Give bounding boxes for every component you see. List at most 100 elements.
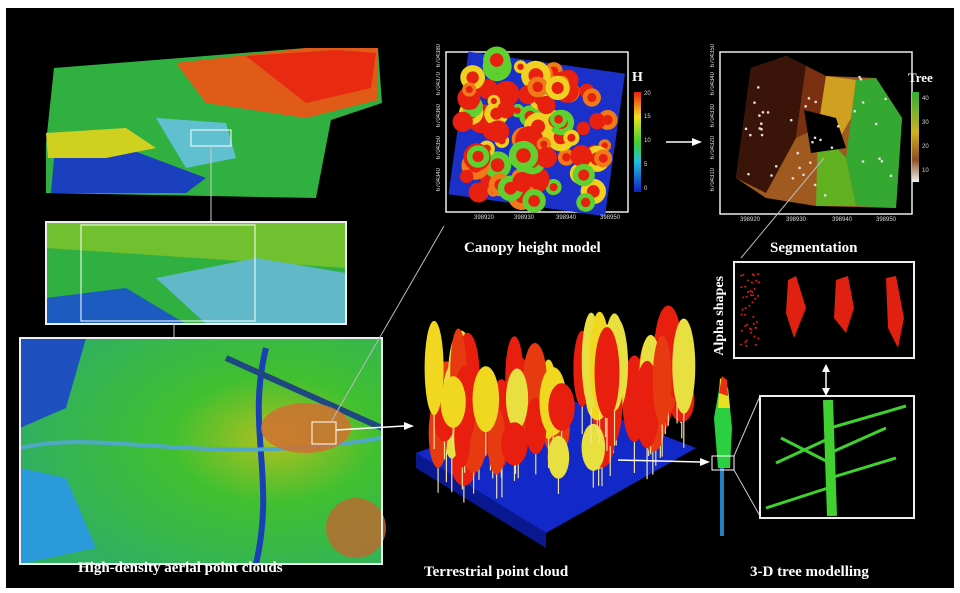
alpha-point	[740, 313, 743, 316]
seg-y-tick: 6704330	[710, 104, 716, 128]
alpha-point	[755, 279, 758, 282]
alpha-point	[749, 290, 752, 293]
chm-crown-core	[482, 84, 493, 95]
seg-tree-top	[859, 77, 863, 81]
seg-tree-top	[884, 97, 887, 101]
tree-crown	[547, 435, 570, 479]
seg-tree-top	[861, 101, 865, 104]
alpha-point	[740, 286, 743, 289]
seg-tree-top	[760, 133, 764, 137]
seg-legend-title: Tree	[908, 70, 933, 85]
chm-crown-core	[549, 183, 558, 192]
alpha-point	[757, 294, 760, 297]
caption-alpha: Alpha shapes	[712, 276, 727, 356]
seg-tree-top	[766, 111, 770, 114]
alpha-point	[744, 341, 747, 344]
tree-crown	[672, 318, 696, 414]
chm-crown-core	[578, 169, 590, 181]
alpha-point	[746, 323, 749, 326]
chm-y-tick: 6704350	[436, 136, 442, 160]
chm-crown-core	[465, 85, 473, 94]
chm-crown-core	[562, 153, 571, 162]
seg-tree-top	[802, 173, 805, 177]
seg-tree-top	[753, 101, 756, 104]
alpha-point	[744, 325, 747, 328]
seg-legend-tick: 10	[922, 168, 929, 174]
chm-crown-core	[598, 153, 608, 163]
zoom-panel-1	[45, 221, 347, 325]
alpha-point	[745, 344, 748, 347]
chm-y-tick: 6704360	[436, 104, 442, 128]
tree-crown	[652, 335, 672, 425]
seg-tree-top	[813, 183, 817, 187]
arrow-alpha-to-model	[822, 364, 830, 396]
seg-tree-top	[811, 140, 814, 144]
alpha-point	[751, 290, 754, 293]
chm-crown-core	[540, 140, 548, 148]
chm-crown-core	[575, 150, 587, 162]
alpha-point	[751, 301, 754, 304]
tree-crown	[594, 327, 620, 419]
alpha-point	[744, 313, 747, 316]
arrow-terrestrial-to-tree	[617, 458, 710, 466]
alpha-point	[740, 274, 743, 277]
alpha-point	[757, 281, 760, 284]
seg-tree-top	[878, 157, 881, 161]
chm-crown-core	[541, 152, 552, 163]
alpha-point	[753, 288, 756, 291]
alpha-point	[748, 304, 751, 307]
chm-crown-core	[490, 97, 497, 105]
alpha-point	[740, 329, 743, 332]
chm-crown-core	[580, 197, 591, 208]
caption-modelling: 3-D tree modelling	[750, 564, 869, 580]
seg-y-tick: 6704340	[710, 72, 716, 96]
chm-x-tick: 398950	[600, 215, 621, 221]
alpha-point	[752, 294, 755, 297]
chm-y-tick: 6704340	[436, 168, 442, 192]
alpha-point	[752, 274, 755, 277]
caption-terrestrial: Terrestrial point cloud	[424, 564, 569, 580]
chm-crown-core	[500, 87, 514, 100]
chm-crown-core	[529, 172, 543, 187]
chm-legend-title: H	[632, 70, 643, 85]
seg-tree-top	[770, 174, 773, 177]
seg-tree-top	[819, 138, 822, 142]
figure-canvas: High-density aerial point clouds Terrest…	[6, 8, 954, 588]
alpha-point	[746, 279, 749, 282]
seg-tree-top	[807, 97, 811, 100]
seg-tree-top	[813, 136, 817, 140]
seg-tree-top	[823, 194, 827, 197]
chm-crown-core	[567, 133, 576, 142]
alpha-point	[750, 328, 753, 331]
seg-y-tick: 6704320	[710, 136, 716, 160]
seg-tree-top	[809, 161, 812, 164]
caption-segmentation: Segmentation	[770, 240, 858, 256]
alpha-point	[752, 315, 755, 318]
alpha-point	[750, 281, 753, 284]
seg-tree-top	[749, 133, 752, 137]
chm-legend-tick: 5	[644, 162, 648, 168]
chm-crown-core	[472, 150, 484, 163]
seg-tree-top	[756, 86, 760, 89]
alpha-point	[757, 337, 760, 340]
chm-crown-core	[514, 107, 521, 115]
seg-tree-top	[804, 105, 807, 108]
alpha-point	[753, 335, 756, 338]
chm-crown-core	[466, 71, 479, 84]
chm-crown-core	[489, 53, 504, 67]
seg-tree-top	[758, 114, 761, 117]
arrow-aerial-to-terrestrial	[335, 422, 414, 431]
chm-crown-core	[528, 195, 541, 207]
single-tree	[711, 376, 761, 536]
tree-crown	[505, 368, 529, 430]
alpha-point	[744, 285, 747, 288]
alpha-point	[754, 343, 757, 346]
seg-tree-top	[798, 166, 801, 170]
seg-tree-top	[880, 159, 884, 163]
seg-x-tick: 398940	[832, 217, 853, 223]
chm-crown-core	[601, 142, 608, 149]
chm-crown-core	[517, 63, 524, 71]
chm-crown-core	[554, 114, 563, 124]
alpha-point	[742, 273, 745, 276]
chm-crown-core	[587, 93, 597, 103]
